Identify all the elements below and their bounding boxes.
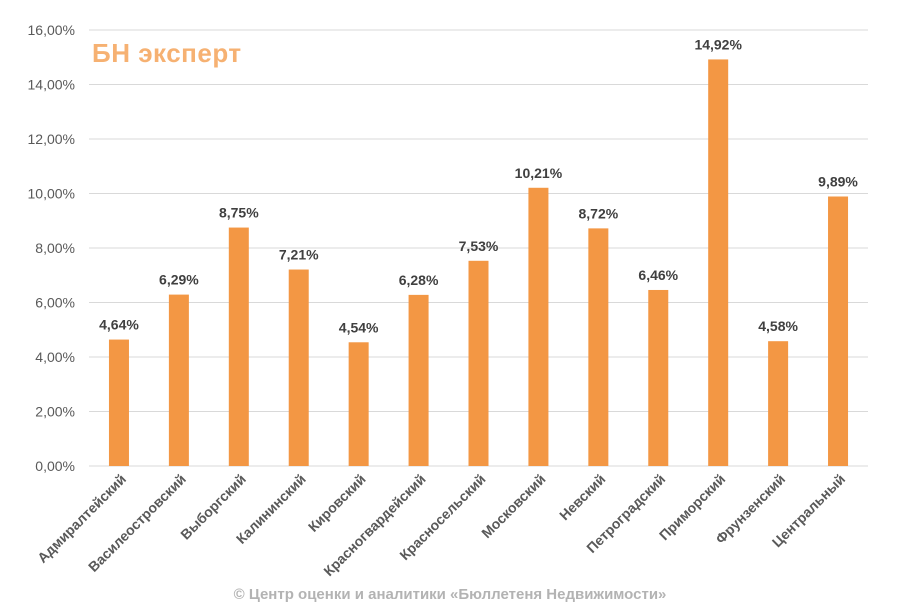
data-label: 4,54% — [339, 319, 379, 335]
x-tick-label: Василеостровский — [85, 471, 189, 575]
bars — [108, 59, 849, 467]
data-label: 7,53% — [459, 238, 499, 254]
bar — [168, 294, 189, 466]
data-label: 9,89% — [818, 173, 858, 189]
data-label: 4,64% — [99, 317, 139, 333]
y-tick-label: 0,00% — [35, 458, 75, 474]
footer-credit: © Центр оценки и аналитики «Бюллетеня Не… — [233, 586, 667, 603]
x-tick-label: Кировский — [305, 471, 369, 535]
bar — [588, 228, 609, 466]
bar — [768, 341, 789, 466]
data-label: 7,21% — [279, 247, 319, 263]
y-tick-label: 16,00% — [28, 22, 75, 38]
y-tick-label: 10,00% — [28, 186, 75, 202]
x-axis-ticks: АдмиралтейскийВасилеостровскийВыборгский… — [34, 471, 848, 579]
bar — [228, 227, 249, 466]
data-labels: 4,64% 6,29% 8,75% 7,21% 4,54% 6,28% 7,53% 10,21… — [99, 36, 858, 335]
y-tick-label: 12,00% — [28, 131, 75, 147]
y-tick-label: 14,00% — [28, 77, 75, 93]
bar — [108, 339, 129, 466]
bar — [528, 187, 549, 466]
y-axis-ticks: 0,00% 2,00% 4,00% 6,00% 8,00% 10,00% 12,00% 14,… — [28, 22, 75, 474]
bar — [828, 196, 849, 466]
data-label: 8,72% — [578, 205, 618, 221]
data-label: 6,28% — [399, 272, 439, 288]
bar — [708, 59, 729, 467]
x-tick-label: Московский — [478, 471, 548, 541]
bar — [288, 269, 309, 466]
bar — [348, 342, 369, 466]
bar — [468, 260, 489, 466]
x-tick-label: Красногвардейский — [320, 471, 428, 579]
data-label: 10,21% — [515, 165, 563, 181]
y-tick-label: 2,00% — [35, 404, 75, 420]
bar — [648, 289, 669, 466]
data-label: 6,29% — [159, 272, 199, 288]
data-label: 6,46% — [638, 267, 678, 283]
y-tick-label: 8,00% — [35, 240, 75, 256]
bar — [408, 294, 429, 466]
y-tick-label: 6,00% — [35, 295, 75, 311]
data-label: 4,58% — [758, 318, 798, 334]
x-tick-label: Невский — [556, 471, 608, 523]
y-tick-label: 4,00% — [35, 349, 75, 365]
data-label: 14,92% — [694, 36, 742, 52]
data-label: 8,75% — [219, 205, 259, 221]
gridlines — [89, 29, 868, 467]
logo: БН эксперт — [92, 38, 242, 68]
